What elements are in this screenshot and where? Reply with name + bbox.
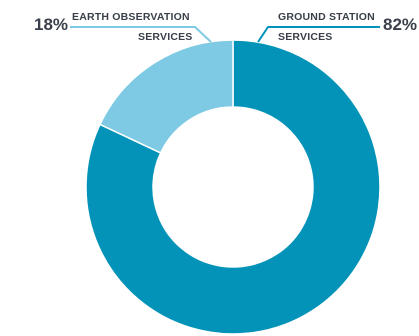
earth-observation-callout: 18% EARTH OBSERVATION SERVICES bbox=[34, 11, 212, 43]
earth-observation-label-line1: EARTH OBSERVATION bbox=[72, 11, 190, 23]
ground-station-label-line1: GROUND STATION bbox=[278, 11, 375, 23]
earth-observation-percent: 18% bbox=[34, 15, 68, 34]
donut-slice-ground-station bbox=[85, 39, 381, 335]
ground-station-callout: 82% GROUND STATION SERVICES bbox=[257, 11, 417, 43]
ground-station-label-line2: SERVICES bbox=[278, 31, 333, 43]
donut-slice-earth-observation bbox=[98, 39, 234, 154]
ground-station-leader-line bbox=[257, 26, 380, 43]
donut-slices bbox=[85, 39, 381, 335]
earth-observation-leader-line bbox=[70, 26, 212, 43]
earth-observation-label-line2: SERVICES bbox=[138, 31, 193, 43]
ground-station-percent: 82% bbox=[383, 15, 417, 34]
